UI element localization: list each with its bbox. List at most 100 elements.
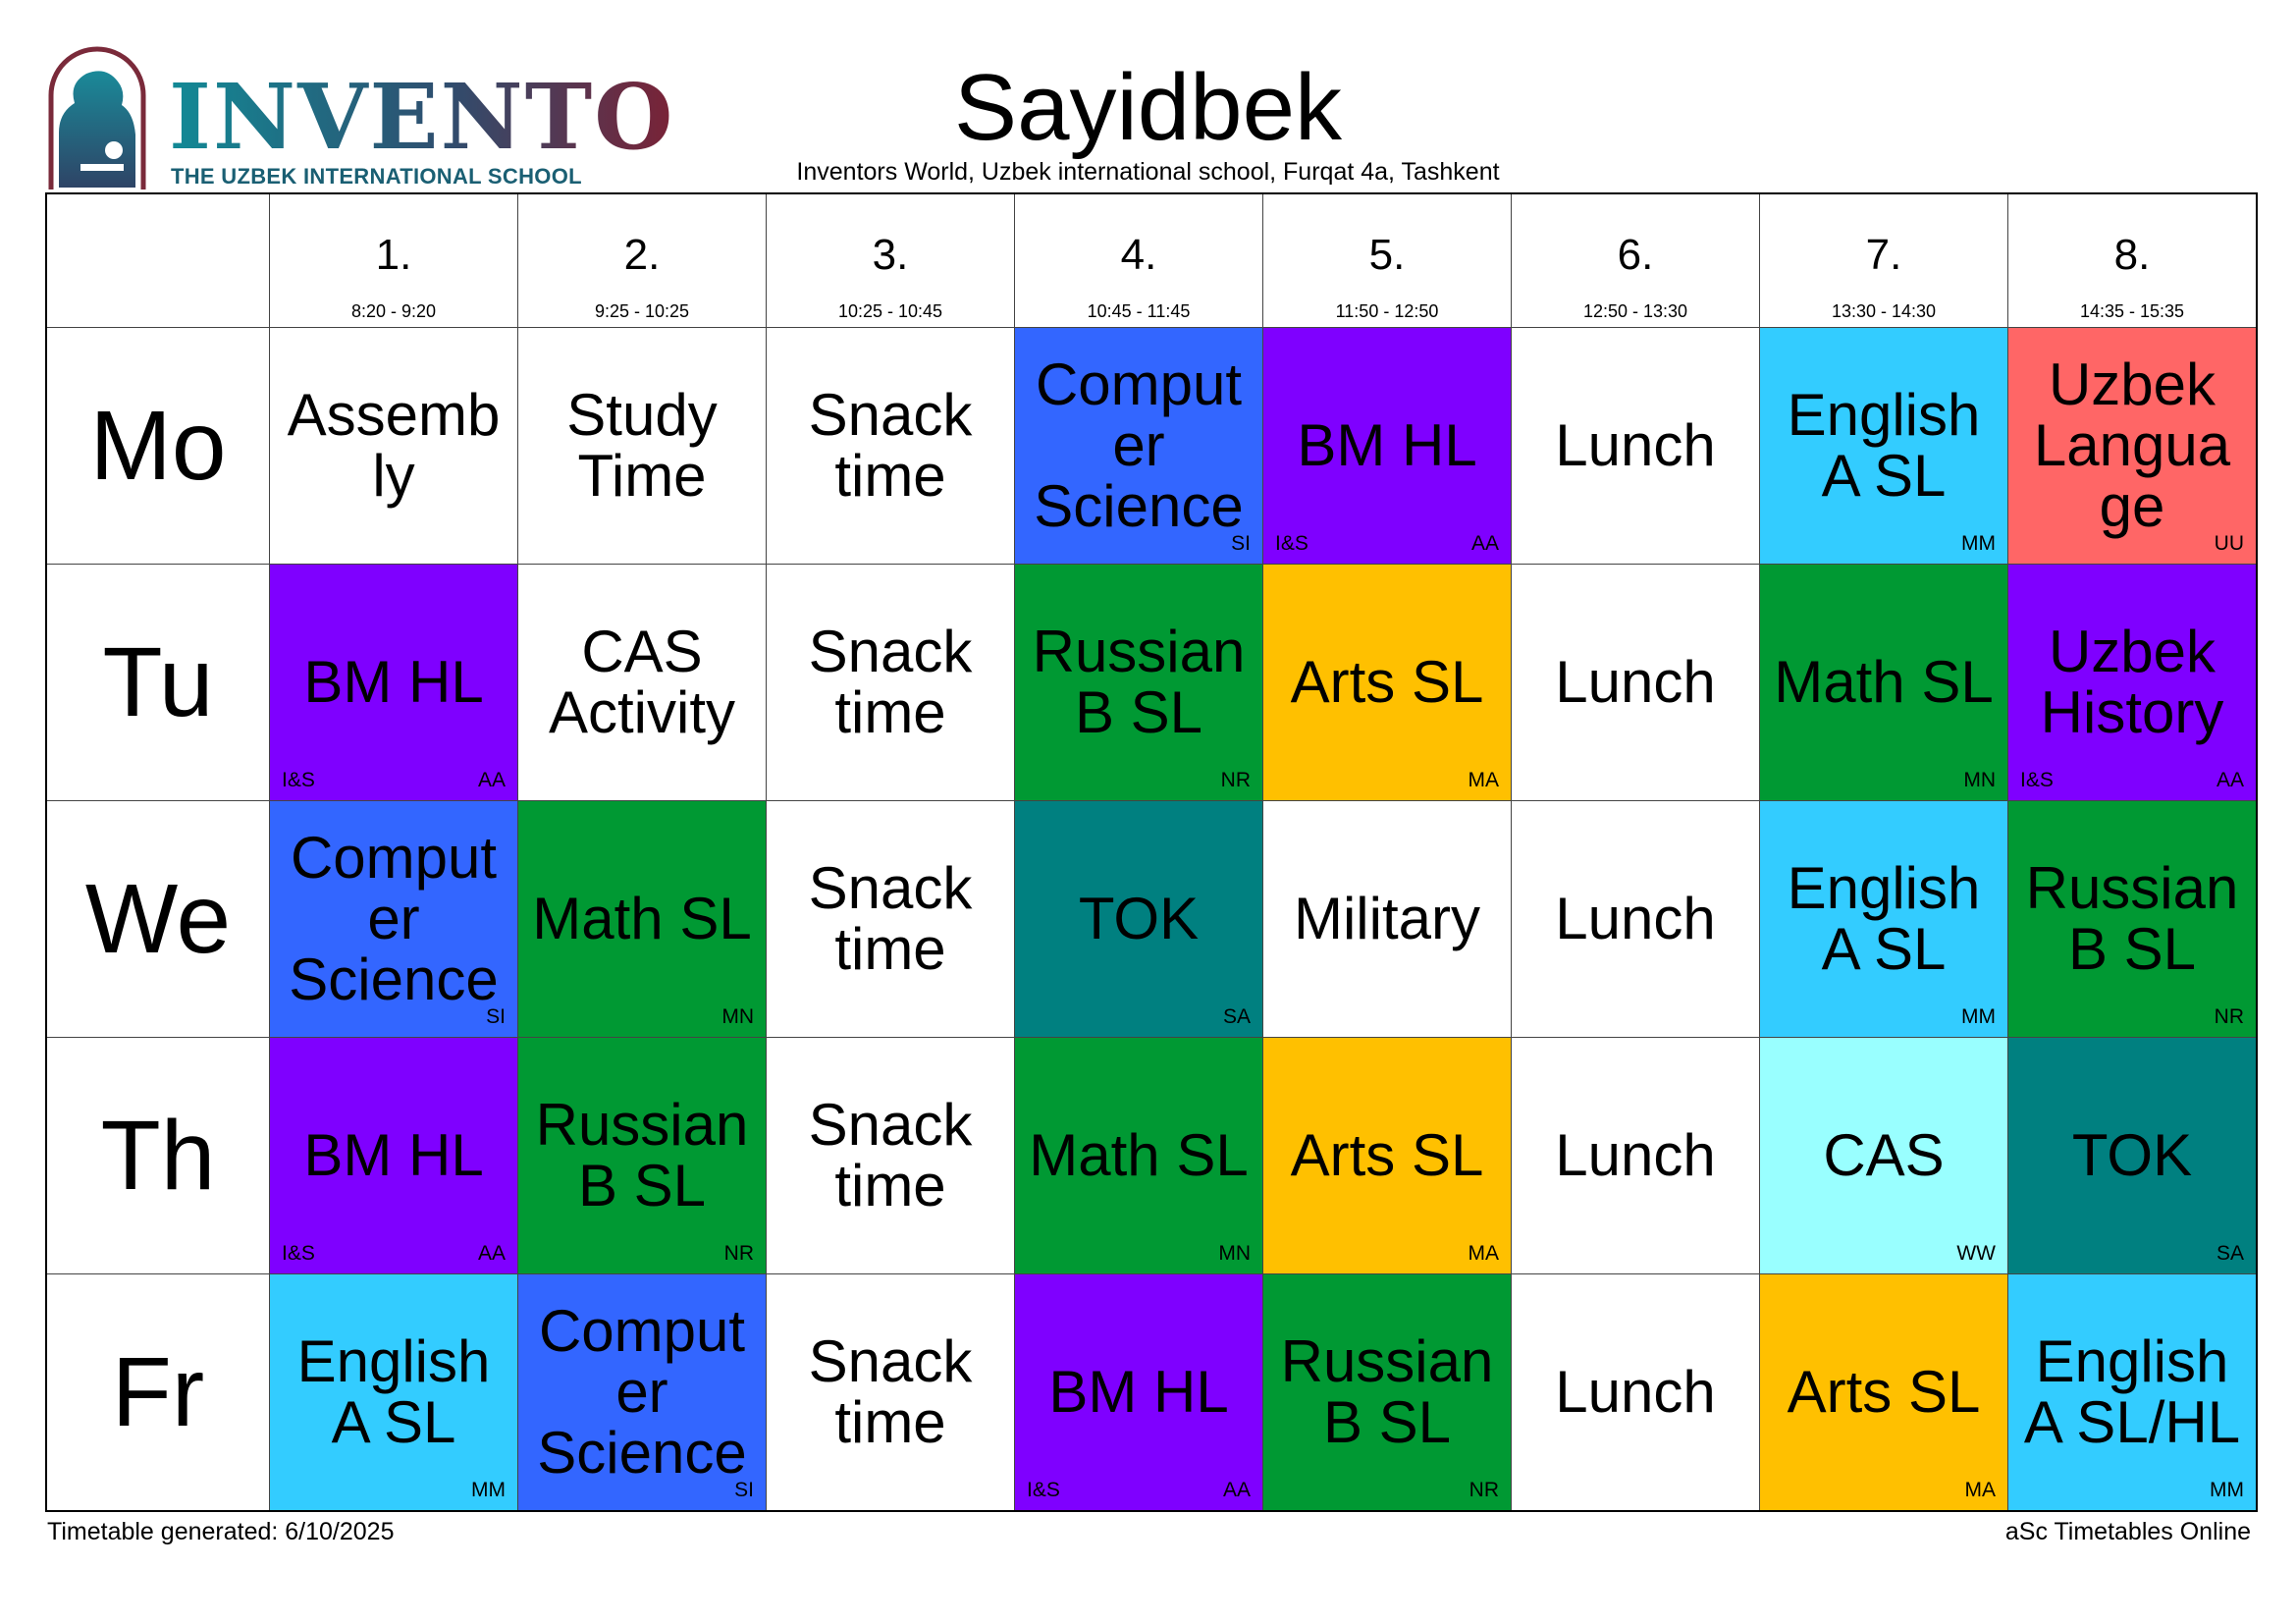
lesson-cell: English A SL MM <box>1759 327 2008 565</box>
lesson-cell: Arts SL MA <box>1262 1037 1512 1274</box>
period-time: 12:50 - 13:30 <box>1582 301 1688 321</box>
lesson-subject: Comput er Science <box>289 825 499 1012</box>
lesson-cell: Math SL MN <box>1759 564 2008 801</box>
lesson-subject: CAS <box>1823 1122 1945 1188</box>
day-label: We <box>45 800 270 1038</box>
lesson-subject: Uzbek Langua ge <box>2033 352 2231 539</box>
timetable: 1. 8:20 - 9:20 2. 9:25 - 10:25 3. 10:25 - 10:… <box>45 192 2258 1512</box>
lesson-subject: Military <box>1294 886 1480 951</box>
footer-credit: aSc Timetables Online <box>2004 1518 2251 1545</box>
period-header: 2. 9:25 - 10:25 <box>517 192 767 328</box>
lesson-subject: Snack time <box>808 619 973 745</box>
period-number: 8. <box>2113 231 2151 279</box>
lesson-cell: Comput er Science SI <box>269 800 518 1038</box>
lesson-subject: Lunch <box>1555 412 1716 478</box>
lesson-cell: Snack time <box>766 800 1015 1038</box>
lesson-cell: English A SL MM <box>269 1273 518 1512</box>
lesson-cell: Lunch <box>1511 564 1760 801</box>
teacher-initials: WW <box>1956 1242 1996 1265</box>
period-time: 8:20 - 9:20 <box>350 301 437 321</box>
lesson-group-tag: I&S <box>2020 769 2054 791</box>
teacher-initials: MA <box>1468 1242 1500 1265</box>
lesson-subject: Study Time <box>566 382 718 509</box>
lesson-cell: Russian B SL NR <box>517 1037 767 1274</box>
lesson-cell: Snack time <box>766 1037 1015 1274</box>
lesson-cell: Lunch <box>1511 800 1760 1038</box>
period-header: 5. 11:50 - 12:50 <box>1262 192 1512 328</box>
lesson-cell: TOK SA <box>2007 1037 2258 1274</box>
period-time: 14:35 - 15:35 <box>2079 301 2185 321</box>
period-header: 3. 10:25 - 10:45 <box>766 192 1015 328</box>
day-row: Fr English A SL MM Comput er Science SI Snack… <box>45 1273 2258 1512</box>
lesson-subject: Snack time <box>808 855 973 982</box>
period-time: 10:45 - 11:45 <box>1087 301 1191 321</box>
teacher-initials: SA <box>2216 1242 2244 1265</box>
teacher-initials: NR <box>723 1242 754 1265</box>
period-time: 11:50 - 12:50 <box>1335 301 1439 321</box>
teacher-initials: SI <box>734 1479 754 1501</box>
teacher-initials: MN <box>1218 1242 1251 1265</box>
day-row: Th BM HL I&S AA Russian B SL NR Snack time Math… <box>45 1037 2258 1274</box>
lesson-cell: Study Time <box>517 327 767 565</box>
lesson-cell: Military <box>1262 800 1512 1038</box>
teacher-initials: UU <box>2214 532 2244 555</box>
lesson-cell: BM HL I&S AA <box>269 564 518 801</box>
lesson-cell: TOK SA <box>1014 800 1263 1038</box>
lesson-cell: CAS Activity <box>517 564 767 801</box>
lesson-cell: BM HL I&S AA <box>1014 1273 1263 1512</box>
lesson-subject: English A SL <box>1787 855 1981 982</box>
lesson-cell: BM HL I&S AA <box>1262 327 1512 565</box>
lesson-subject: Comput er Science <box>1034 352 1244 539</box>
lesson-cell: Snack time <box>766 327 1015 565</box>
period-time: 9:25 - 10:25 <box>594 301 690 321</box>
period-header: 6. 12:50 - 13:30 <box>1511 192 1760 328</box>
teacher-initials: AA <box>477 769 506 791</box>
day-label: Th <box>45 1037 270 1274</box>
period-header: 7. 13:30 - 14:30 <box>1759 192 2008 328</box>
lesson-subject: Lunch <box>1555 886 1716 951</box>
corner-cell <box>45 192 270 328</box>
teacher-initials: MN <box>1963 769 1996 791</box>
teacher-initials: NR <box>2214 1005 2244 1028</box>
period-number: 1. <box>375 231 412 279</box>
lesson-subject: Russian B SL <box>1280 1328 1494 1455</box>
teacher-initials: MM <box>1961 532 1996 555</box>
lesson-subject: English A SL <box>1787 382 1981 509</box>
lesson-subject: Snack time <box>808 382 973 509</box>
lesson-subject: TOK <box>2071 1122 2193 1188</box>
lesson-subject: English A SL <box>296 1328 491 1455</box>
page-subtitle: Inventors World, Uzbek international sch… <box>796 158 1500 186</box>
lesson-subject: Math SL <box>1029 1122 1249 1188</box>
lesson-cell: Arts SL MA <box>1262 564 1512 801</box>
lesson-cell: Math SL MN <box>1014 1037 1263 1274</box>
day-label: Mo <box>45 327 270 565</box>
lesson-cell: Russian B SL NR <box>1014 564 1263 801</box>
lesson-subject: Math SL <box>1774 649 1994 715</box>
child-silhouette-icon <box>48 46 146 189</box>
day-label: Tu <box>45 564 270 801</box>
lesson-subject: English A SL/HL <box>2023 1328 2241 1455</box>
lesson-subject: BM HL <box>303 649 484 715</box>
lesson-subject: TOK <box>1078 886 1200 951</box>
period-header: 4. 10:45 - 11:45 <box>1014 192 1263 328</box>
period-time: 10:25 - 10:45 <box>837 301 943 321</box>
lesson-cell: Russian B SL NR <box>2007 800 2258 1038</box>
lesson-cell: BM HL I&S AA <box>269 1037 518 1274</box>
teacher-initials: SI <box>486 1005 506 1028</box>
lesson-subject: Russian B SL <box>2025 855 2239 982</box>
lesson-cell: Math SL MN <box>517 800 767 1038</box>
teacher-initials: SI <box>1231 532 1251 555</box>
day-label: Fr <box>45 1273 270 1512</box>
day-row: Mo Assemb ly Study Time Snack time Comput er… <box>45 327 2258 565</box>
teacher-initials: MA <box>1468 769 1500 791</box>
lesson-subject: Snack time <box>808 1328 973 1455</box>
lesson-cell: Comput er Science SI <box>517 1273 767 1512</box>
logo-wordmark: INVENTO <box>169 64 675 170</box>
teacher-initials: NR <box>1220 769 1251 791</box>
lesson-subject: Lunch <box>1555 1122 1716 1188</box>
lesson-cell: Snack time <box>766 1273 1015 1512</box>
lesson-subject: Math SL <box>532 886 752 951</box>
lesson-subject: Assemb ly <box>287 382 501 509</box>
lesson-cell: English A SL/HL MM <box>2007 1273 2258 1512</box>
day-row: Tu BM HL I&S AA CAS Activity Snack time Russia… <box>45 564 2258 801</box>
